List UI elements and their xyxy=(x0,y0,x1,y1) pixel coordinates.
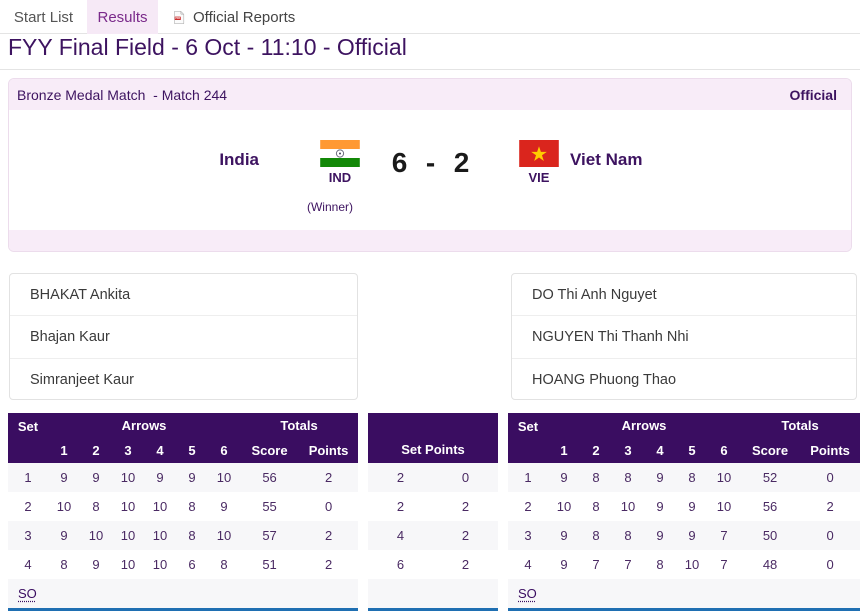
svg-text:PDF: PDF xyxy=(175,17,180,20)
